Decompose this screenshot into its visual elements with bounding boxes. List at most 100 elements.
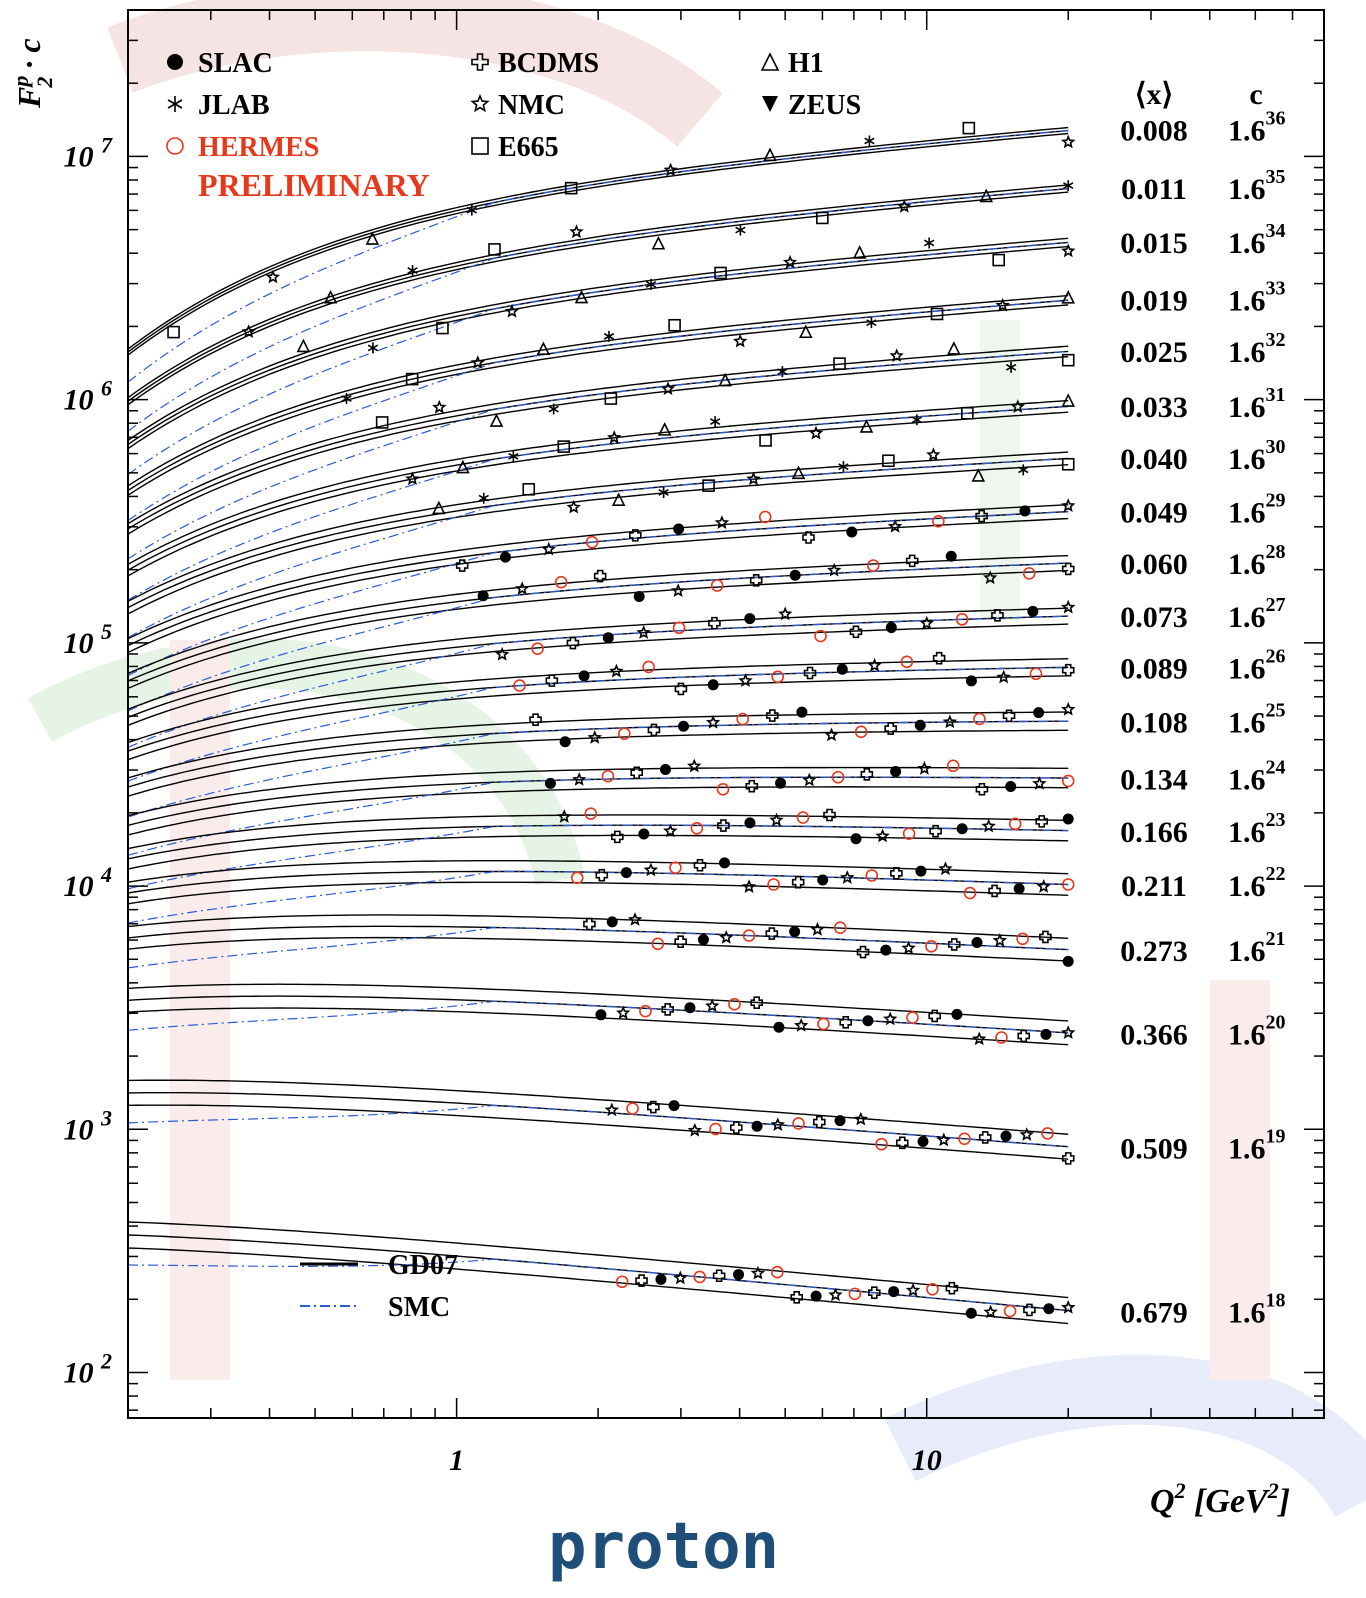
table-x-value: 0.073 bbox=[1120, 601, 1188, 634]
marker-open-cross bbox=[932, 651, 946, 665]
marker-filled-circle bbox=[810, 1290, 822, 1302]
marker-open-star bbox=[1061, 243, 1076, 258]
gd07-curve bbox=[127, 355, 1069, 535]
marker-open-triangle bbox=[979, 188, 994, 203]
marker-open-cross bbox=[712, 1269, 726, 1283]
smc-curve bbox=[127, 926, 1069, 969]
gd07-curve bbox=[127, 464, 1069, 615]
marker-open-star bbox=[750, 1265, 766, 1280]
marker-asterisk bbox=[838, 461, 849, 473]
marker-open-star bbox=[936, 1132, 951, 1147]
y-tick-label: 10 5 bbox=[64, 619, 113, 660]
marker-open-cross bbox=[1039, 930, 1052, 944]
marker-open-star bbox=[609, 663, 624, 678]
marker-open-cross bbox=[745, 779, 759, 793]
smc-curve bbox=[127, 1104, 1069, 1148]
marker-filled-circle bbox=[1013, 883, 1025, 895]
marker-filled-circle bbox=[888, 1286, 900, 1298]
marker-filled-circle bbox=[606, 916, 618, 928]
table-x-value: 0.273 bbox=[1120, 935, 1188, 968]
table-header-x: ⟨x⟩ bbox=[1135, 78, 1173, 111]
legend-entry: JLAB bbox=[198, 90, 270, 121]
marker-open-star bbox=[606, 430, 622, 444]
marker-filled-circle bbox=[707, 679, 719, 691]
table-c-value: 1.625 bbox=[1228, 699, 1286, 739]
marker-open-star bbox=[808, 425, 824, 440]
marker-open-square bbox=[962, 121, 976, 135]
marker-filled-circle bbox=[659, 763, 671, 775]
marker-filled-circle bbox=[620, 867, 632, 879]
marker-filled-circle bbox=[1000, 1130, 1012, 1142]
gd07-curve bbox=[127, 1221, 1069, 1299]
marker-open-cross bbox=[749, 574, 763, 587]
marker-filled-circle bbox=[880, 944, 892, 956]
marker-open-star bbox=[494, 646, 510, 661]
marker-open-star bbox=[663, 823, 678, 838]
marker-filled-circle bbox=[668, 1100, 680, 1112]
gd07-curve bbox=[127, 860, 1069, 883]
marker-filled-circle bbox=[638, 828, 650, 840]
gd07-curve bbox=[127, 914, 1069, 939]
marker-open-square bbox=[167, 325, 180, 339]
table-x-value: 0.166 bbox=[1120, 816, 1188, 849]
marker-open-circle bbox=[736, 712, 750, 726]
table-c-value: 1.624 bbox=[1228, 756, 1286, 796]
marker-filled-circle bbox=[965, 675, 977, 687]
table-c-value: 1.628 bbox=[1228, 541, 1286, 581]
y-tick-label: 10 4 bbox=[64, 862, 113, 903]
gd07-curve bbox=[127, 675, 1069, 761]
marker-open-circle bbox=[1061, 878, 1075, 891]
marker-open-star bbox=[738, 673, 753, 687]
marker-open-circle bbox=[554, 575, 568, 589]
gd07-curve bbox=[127, 881, 1069, 905]
gd07-curve bbox=[127, 936, 1069, 962]
marker-filled-circle bbox=[956, 823, 968, 835]
smc-curve bbox=[127, 824, 1069, 890]
marker-filled-circle bbox=[1027, 605, 1039, 617]
marker-open-star bbox=[470, 355, 486, 369]
marker-open-star bbox=[587, 730, 603, 744]
marker-filled-circle bbox=[733, 1269, 745, 1281]
marker-open-square bbox=[488, 243, 501, 256]
marker-filled-circle bbox=[965, 1307, 977, 1319]
marker-open-circle bbox=[709, 1122, 722, 1136]
y-tick-label: 10 6 bbox=[64, 376, 113, 417]
marker-open-circle bbox=[618, 727, 631, 741]
legend-entry: SLAC bbox=[198, 48, 273, 79]
marker-filled-circle bbox=[499, 551, 511, 563]
marker-open-square bbox=[522, 483, 536, 496]
marker-open-square bbox=[557, 440, 571, 453]
marker-open-square bbox=[816, 211, 829, 225]
table-c-value: 1.622 bbox=[1228, 863, 1286, 903]
gd07-curve bbox=[127, 399, 1069, 565]
marker-open-cross bbox=[978, 1131, 992, 1144]
marker-open-circle bbox=[792, 1117, 805, 1130]
marker-open-cross bbox=[529, 713, 542, 726]
marker-open-cross bbox=[455, 559, 469, 572]
y-tick-label: 10 3 bbox=[64, 1105, 113, 1146]
marker-filled-circle bbox=[673, 523, 685, 535]
marker-open-star bbox=[1036, 879, 1051, 893]
marker-open-triangle bbox=[574, 289, 589, 304]
marker-filled-circle bbox=[850, 833, 862, 845]
marker-open-cross bbox=[1002, 709, 1016, 723]
marker-asterisk bbox=[911, 414, 923, 426]
marker-open-star bbox=[778, 606, 793, 621]
marker-open-cross bbox=[947, 938, 961, 951]
marker-filled-circle bbox=[834, 1115, 846, 1127]
marker-asterisk bbox=[777, 366, 788, 378]
smc-curve bbox=[127, 776, 1069, 856]
marker-open-circle bbox=[771, 1265, 784, 1279]
table-x-value: 0.015 bbox=[1120, 227, 1188, 260]
marker-open-star bbox=[1061, 701, 1076, 716]
marker-filled-circle bbox=[719, 857, 731, 869]
marker-filled-circle bbox=[917, 1135, 929, 1147]
gd07-curve bbox=[127, 658, 1069, 744]
marker-filled-circle bbox=[836, 663, 848, 675]
marker-open-cross bbox=[630, 766, 644, 780]
marker-open-star bbox=[901, 940, 916, 955]
table-x-value: 0.089 bbox=[1120, 652, 1188, 685]
marker-open-triangle bbox=[657, 422, 672, 436]
marker-open-cross bbox=[895, 1136, 909, 1150]
